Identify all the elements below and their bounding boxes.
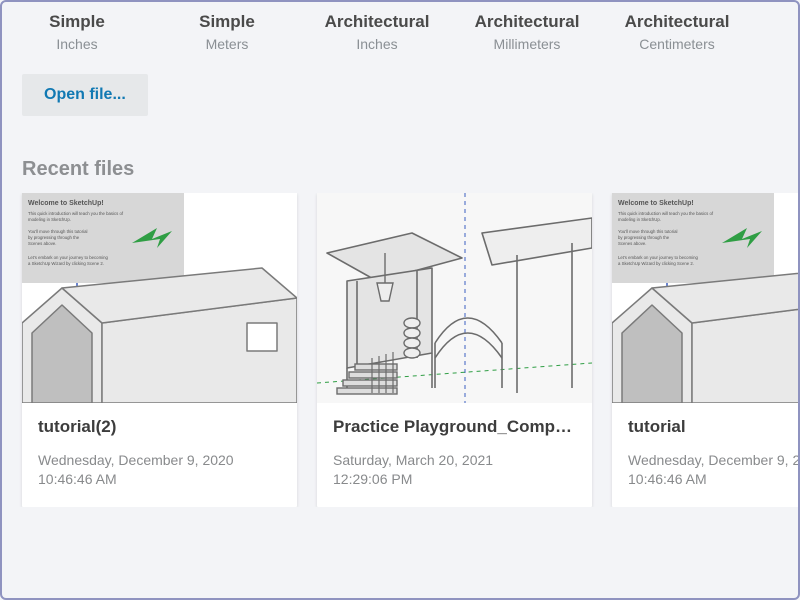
file-name: tutorial xyxy=(628,417,798,437)
template-item[interactable]: Simple Inches xyxy=(2,12,152,52)
svg-text:a SketchUp Wizard by clicking: a SketchUp Wizard by clicking Scene 2. xyxy=(28,261,104,266)
svg-text:a SketchUp Wizard by clicking: a SketchUp Wizard by clicking Scene 2. xyxy=(618,261,694,266)
file-card-body: Practice Playground_Complete Saturday, M… xyxy=(317,403,592,507)
file-card-body: tutorial(2) Wednesday, December 9, 2020 … xyxy=(22,403,297,507)
recent-file-card[interactable]: Welcome to SketchUp! This quick introduc… xyxy=(612,193,798,507)
template-title: Simple xyxy=(2,12,152,32)
template-strip: Simple Inches Simple Meters Architectura… xyxy=(2,2,798,74)
file-date: Saturday, March 20, 2021 xyxy=(333,451,576,470)
file-name: Practice Playground_Complete xyxy=(333,417,576,437)
recent-files-heading: Recent files xyxy=(2,116,798,193)
recent-files-row: Welcome to SketchUp! This quick introduc… xyxy=(2,193,798,507)
svg-text:by progressing through the: by progressing through the xyxy=(618,235,670,240)
template-units: Inches xyxy=(302,36,452,52)
file-name: tutorial(2) xyxy=(38,417,281,437)
template-title: Archi xyxy=(752,12,798,32)
template-title: Architectural xyxy=(452,12,602,32)
file-time: 12:29:06 PM xyxy=(333,470,576,489)
template-item[interactable]: Architectural Inches xyxy=(302,12,452,52)
file-thumbnail: Welcome to SketchUp! This quick introduc… xyxy=(612,193,798,403)
template-item[interactable]: Archi M xyxy=(752,12,798,52)
svg-text:Scenes above.: Scenes above. xyxy=(28,241,56,246)
recent-file-card[interactable]: Practice Playground_Complete Saturday, M… xyxy=(317,193,592,507)
template-title: Architectural xyxy=(602,12,752,32)
template-item[interactable]: Architectural Centimeters xyxy=(602,12,752,52)
file-date: Wednesday, December 9, 2020 xyxy=(628,451,798,470)
open-file-wrap: Open file... xyxy=(2,74,798,116)
template-units: Inches xyxy=(2,36,152,52)
svg-text:You'll move through this tutor: You'll move through this tutorial xyxy=(28,229,87,234)
template-units: Millimeters xyxy=(452,36,602,52)
file-time: 10:46:46 AM xyxy=(628,470,798,489)
template-title: Architectural xyxy=(302,12,452,32)
svg-text:This quick introduction will t: This quick introduction will teach you t… xyxy=(618,211,714,216)
svg-text:Let's embark on your journey t: Let's embark on your journey to becoming xyxy=(28,255,108,260)
svg-text:Welcome to SketchUp!: Welcome to SketchUp! xyxy=(618,200,694,207)
template-item[interactable]: Architectural Millimeters xyxy=(452,12,602,52)
svg-text:by progressing through the: by progressing through the xyxy=(28,235,80,240)
recent-file-card[interactable]: Welcome to SketchUp! This quick introduc… xyxy=(22,193,297,507)
svg-text:modeling in SketchUp.: modeling in SketchUp. xyxy=(28,217,71,222)
svg-text:This quick introduction will t: This quick introduction will teach you t… xyxy=(28,211,124,216)
open-file-button[interactable]: Open file... xyxy=(22,74,148,116)
file-time: 10:46:46 AM xyxy=(38,470,281,489)
template-units: Centimeters xyxy=(602,36,752,52)
file-thumbnail xyxy=(317,193,592,403)
file-thumbnail: Welcome to SketchUp! This quick introduc… xyxy=(22,193,297,403)
svg-text:Let's embark on your journey t: Let's embark on your journey to becoming xyxy=(618,255,698,260)
svg-text:modeling in SketchUp.: modeling in SketchUp. xyxy=(618,217,661,222)
template-title: Simple xyxy=(152,12,302,32)
file-date: Wednesday, December 9, 2020 xyxy=(38,451,281,470)
svg-text:You'll move through this tutor: You'll move through this tutorial xyxy=(618,229,677,234)
template-units: Meters xyxy=(152,36,302,52)
file-card-body: tutorial Wednesday, December 9, 2020 10:… xyxy=(612,403,798,507)
svg-text:Scenes above.: Scenes above. xyxy=(618,241,646,246)
template-units: M xyxy=(752,36,798,52)
template-item[interactable]: Simple Meters xyxy=(152,12,302,52)
svg-text:Welcome to SketchUp!: Welcome to SketchUp! xyxy=(28,200,104,207)
